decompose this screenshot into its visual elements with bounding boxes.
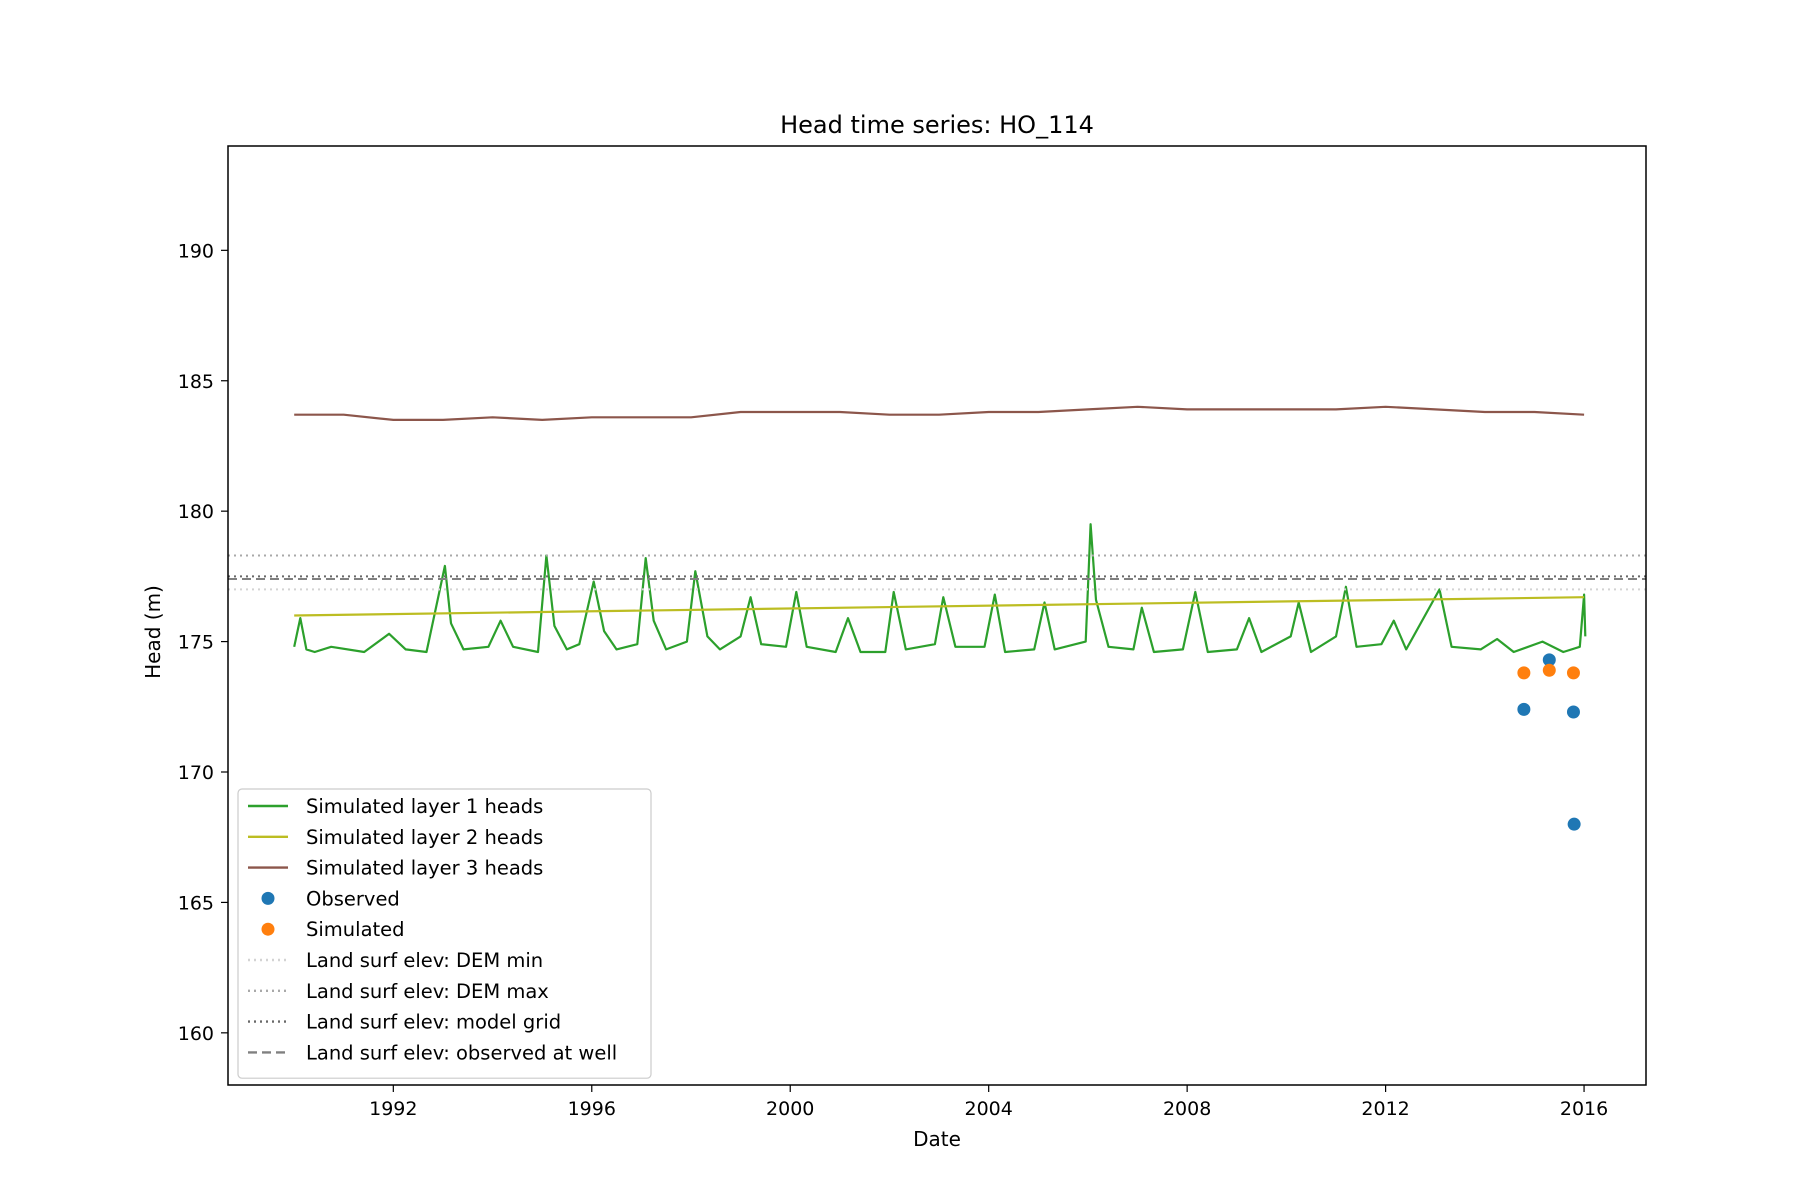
legend-label-simulated: Simulated bbox=[306, 918, 405, 941]
legend-label-land-surf-elev-model-grid: Land surf elev: model grid bbox=[306, 1011, 561, 1034]
x-axis-label: Date bbox=[913, 1127, 961, 1151]
y-tick-label-0: 160 bbox=[178, 1023, 214, 1045]
x-tick-label-6: 2016 bbox=[1560, 1098, 1608, 1120]
legend-box bbox=[237, 788, 652, 1079]
plot-series-group bbox=[228, 405, 1646, 831]
x-tick-label-0: 1992 bbox=[369, 1098, 417, 1120]
legend-label-simulated-layer-1-heads: Simulated layer 1 heads bbox=[306, 795, 543, 818]
y-tick-label-4: 180 bbox=[178, 501, 214, 523]
x-tick-label-1: 1996 bbox=[568, 1098, 616, 1120]
point-observed-3 bbox=[1567, 817, 1581, 831]
x-tick-label-2: 2000 bbox=[766, 1098, 814, 1120]
axes: 1992 1996 2000 2004 2008 2012 2016 160 165 170 175… bbox=[178, 145, 1647, 1120]
x-tick-label-5: 2012 bbox=[1361, 1098, 1409, 1120]
legend-marker-observed bbox=[261, 891, 275, 905]
series-line-simulated-layer-3-heads bbox=[294, 405, 1585, 421]
legend: Simulated layer 1 heads Simulated layer 2… bbox=[237, 788, 652, 1079]
legend-marker-simulated bbox=[261, 922, 275, 936]
legend-label-simulated-layer-3-heads: Simulated layer 3 heads bbox=[306, 857, 543, 880]
y-axis-label: Head (m) bbox=[141, 585, 165, 679]
point-observed-2 bbox=[1566, 705, 1580, 719]
point-simulated-0 bbox=[1517, 666, 1531, 680]
x-tick-label-3: 2004 bbox=[965, 1098, 1013, 1120]
point-observed-1 bbox=[1542, 653, 1556, 667]
chart-title: Head time series: HO_114 bbox=[780, 111, 1094, 139]
y-tick-label-1: 165 bbox=[178, 892, 214, 914]
point-simulated-1 bbox=[1542, 663, 1556, 677]
legend-label-land-surf-elev-observed-at-well: Land surf elev: observed at well bbox=[306, 1041, 617, 1064]
plot-area bbox=[228, 405, 1646, 831]
legend-label-land-surf-elev-dem-max: Land surf elev: DEM max bbox=[306, 980, 549, 1003]
y-tick-label-5: 185 bbox=[178, 371, 214, 393]
y-tick-label-6: 190 bbox=[178, 240, 214, 262]
legend-label-observed: Observed bbox=[306, 887, 400, 910]
series-line-simulated-layer-2-heads bbox=[294, 596, 1585, 617]
point-observed-0 bbox=[1517, 702, 1531, 716]
axes-frame bbox=[227, 145, 1647, 1086]
y-tick-label-3: 175 bbox=[178, 632, 214, 654]
legend-label-land-surf-elev-dem-min: Land surf elev: DEM min bbox=[306, 949, 543, 972]
x-tick-label-4: 2008 bbox=[1163, 1098, 1211, 1120]
series-line-simulated-layer-1-heads bbox=[293, 523, 1587, 654]
legend-label-simulated-layer-2-heads: Simulated layer 2 heads bbox=[306, 826, 543, 849]
y-tick-label-2: 170 bbox=[178, 762, 214, 784]
point-simulated-2 bbox=[1566, 666, 1580, 680]
